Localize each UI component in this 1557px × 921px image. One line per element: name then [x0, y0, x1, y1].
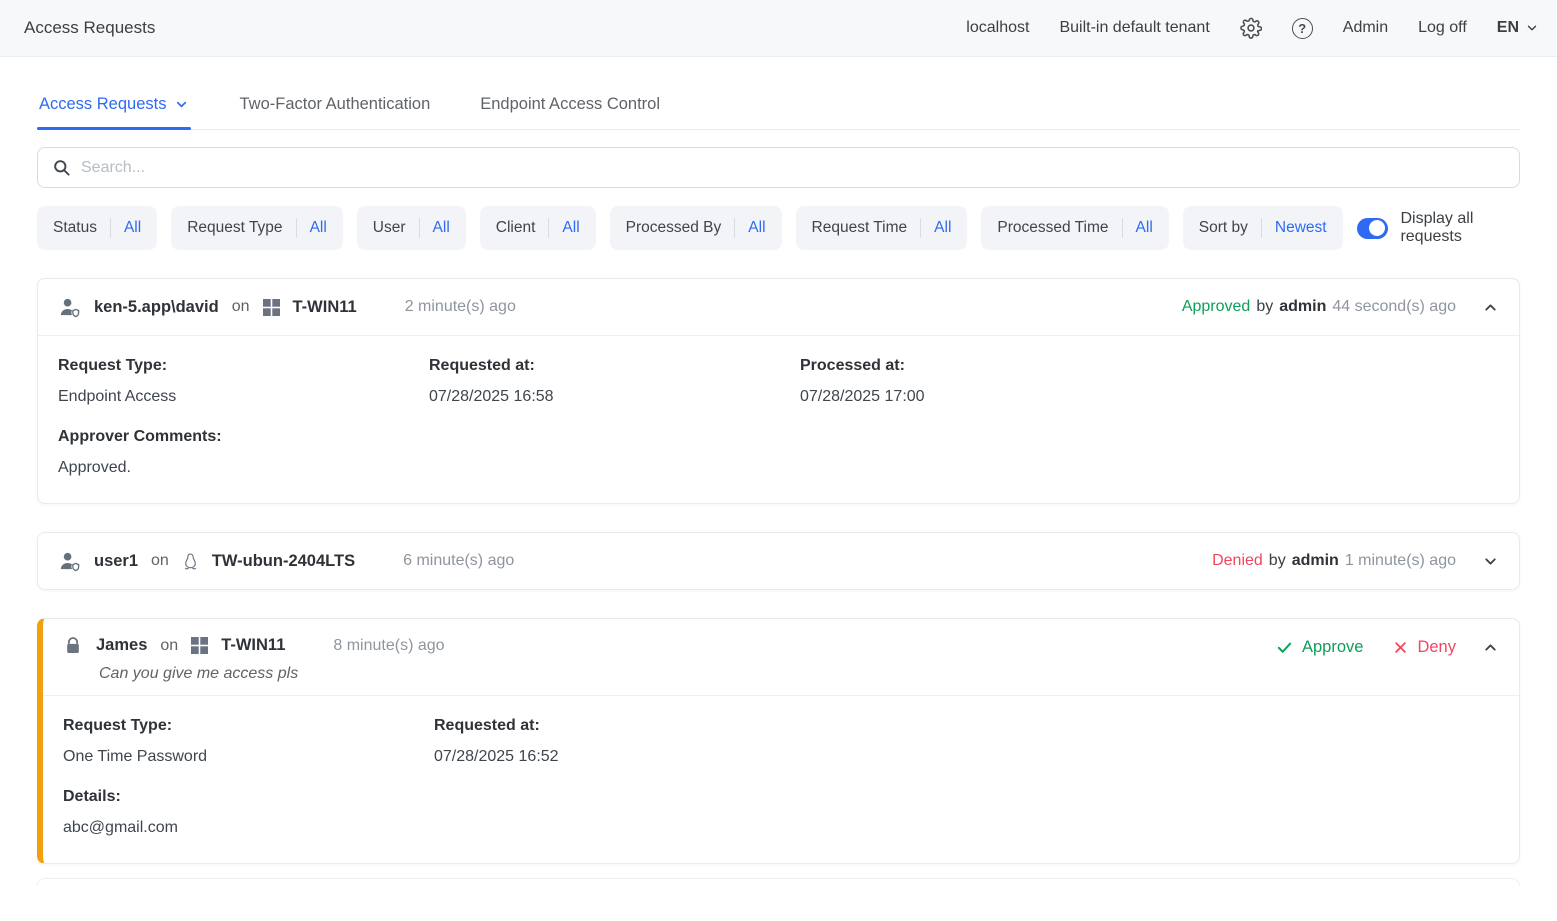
detail-field: Requested at: 07/28/2025 16:58: [429, 357, 554, 405]
filter-status[interactable]: Status All: [37, 206, 158, 250]
request-details-extra: Details: abc@gmail.com: [63, 788, 178, 836]
detail-field: Request Type: One Time Password: [63, 717, 208, 765]
request-details: Request Type: One Time Password Requeste…: [43, 695, 1519, 863]
collapse-chevron-up-icon[interactable]: [1482, 299, 1499, 316]
display-all-requests-toggle[interactable]: [1356, 217, 1389, 239]
requester-comment: Can you give me access pls: [99, 665, 299, 682]
processor-name: admin: [1279, 298, 1327, 315]
machine-name: T-WIN11: [221, 636, 286, 654]
chevron-down-icon: [1527, 25, 1537, 31]
filter-processed-time[interactable]: Processed Time All: [981, 206, 1169, 250]
request-time-ago: 6 minute(s) ago: [403, 552, 515, 569]
sort-by-selector[interactable]: Sort by Newest: [1182, 206, 1343, 250]
page-title: Access Requests: [24, 18, 156, 37]
toggle-label: Display all requests: [1400, 210, 1474, 245]
settings-gear-icon[interactable]: [1239, 17, 1262, 39]
user-endpoint-icon: [60, 552, 80, 571]
collapse-chevron-up-icon[interactable]: [1482, 639, 1499, 656]
status-line: Approved by admin 44 second(s) ago: [1181, 298, 1456, 315]
account-menu[interactable]: Admin: [1342, 19, 1389, 36]
tab-endpoint-access-control[interactable]: Endpoint Access Control: [478, 95, 662, 129]
search-icon: [54, 160, 70, 176]
processed-time-ago: 1 minute(s) ago: [1344, 552, 1456, 569]
logoff-button[interactable]: Log off: [1418, 19, 1467, 36]
detail-field: Requested at: 07/28/2025 16:52: [434, 717, 559, 765]
filter-bar: Status All Request Type All User All Client…: [37, 206, 1520, 250]
requester-name: ken-5.app\david: [94, 297, 219, 316]
filter-processed-by[interactable]: Processed By All: [609, 206, 782, 250]
help-icon[interactable]: ?: [1291, 17, 1313, 39]
filter-request-type[interactable]: Request Type All: [171, 206, 343, 250]
request-card-header[interactable]: user1 on TW-ubun-2404LTS 6 minute(s) ago…: [38, 533, 1519, 589]
filter-client[interactable]: Client All: [479, 206, 596, 250]
lock-icon: [67, 637, 79, 653]
deny-button[interactable]: Deny: [1393, 638, 1456, 657]
windows-icon: [262, 298, 280, 316]
tenant-label[interactable]: Built-in default tenant: [1059, 19, 1210, 36]
tab-access-requests[interactable]: Access Requests: [37, 95, 192, 130]
request-card-3: James on T-WIN11 8 minute(s) ago Can you…: [37, 618, 1520, 864]
machine-name: TW-ubun-2404LTS: [211, 551, 356, 570]
user-endpoint-icon: [60, 298, 80, 317]
requester-name: user1: [94, 551, 139, 570]
request-time-ago: 8 minute(s) ago: [333, 636, 445, 654]
tab-label: Access Requests: [39, 95, 167, 113]
tab-label: Endpoint Access Control: [480, 95, 661, 113]
top-bar: Access Requests localhost Built-in defau…: [0, 0, 1557, 57]
detail-field: Processed at: 07/28/2025 17:00: [800, 357, 925, 405]
check-icon: [1277, 642, 1292, 653]
tab-label: Two-Factor Authentication: [239, 95, 431, 113]
machine-name: T-WIN11: [292, 297, 357, 316]
processed-time-ago: 44 second(s) ago: [1332, 298, 1456, 315]
status-result: Denied: [1212, 552, 1263, 569]
status-result: Approved: [1181, 298, 1251, 315]
requester-name: James: [96, 636, 148, 654]
language-selector[interactable]: EN: [1497, 19, 1539, 37]
approver-comments: Approver Comments: Approved.: [58, 428, 222, 476]
tab-bar: Access Requests Two-Factor Authenticatio…: [37, 95, 1520, 130]
filter-request-time[interactable]: Request Time All: [795, 206, 968, 250]
next-card-edge: [37, 878, 1520, 886]
host-label: localhost: [966, 19, 1030, 36]
request-card-1: ken-5.app\david on T-WIN11 2 minute(s) a…: [37, 278, 1520, 504]
windows-icon: [191, 637, 209, 654]
linux-icon: [184, 552, 196, 569]
search-input[interactable]: [81, 158, 1505, 177]
request-card-header[interactable]: ken-5.app\david on T-WIN11 2 minute(s) a…: [38, 279, 1519, 335]
approve-button[interactable]: Approve: [1276, 638, 1363, 657]
expand-chevron-down-icon[interactable]: [1482, 553, 1499, 570]
language-label: EN: [1496, 19, 1519, 36]
status-line: Denied by admin 1 minute(s) ago: [1212, 552, 1456, 569]
request-details: Request Type: Endpoint Access Requested …: [38, 335, 1519, 503]
request-time-ago: 2 minute(s) ago: [404, 298, 516, 315]
request-card-2: user1 on TW-ubun-2404LTS 6 minute(s) ago…: [37, 532, 1520, 590]
request-card-header[interactable]: James on T-WIN11 8 minute(s) ago Can you…: [43, 619, 1519, 695]
x-icon: [1395, 642, 1407, 653]
search-bar[interactable]: [37, 147, 1520, 188]
filter-user[interactable]: User All: [356, 206, 466, 250]
tab-two-factor-authentication[interactable]: Two-Factor Authentication: [237, 95, 432, 129]
processor-name: admin: [1291, 552, 1339, 569]
detail-field: Request Type: Endpoint Access: [58, 357, 177, 405]
chevron-down-icon: [177, 101, 187, 108]
